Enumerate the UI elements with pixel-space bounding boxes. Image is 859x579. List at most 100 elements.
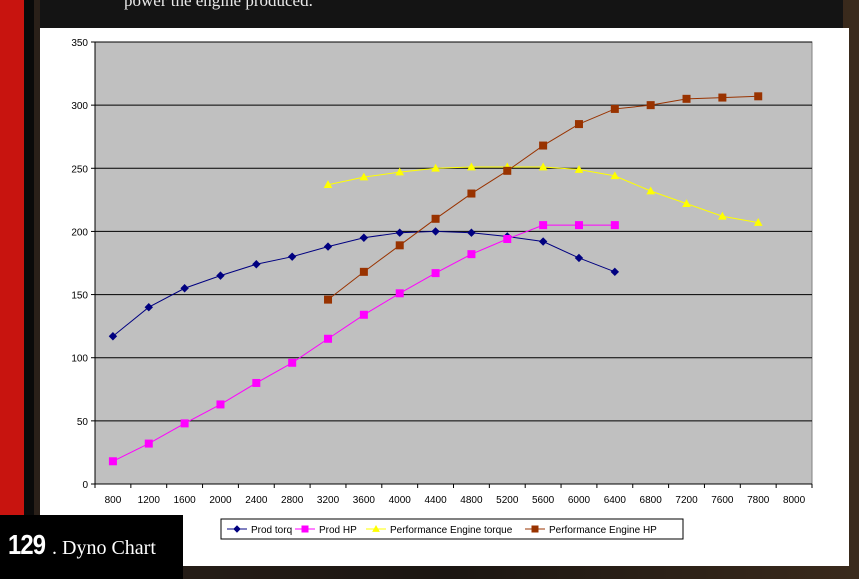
data-point-performance-engine-hp — [539, 141, 548, 150]
data-point-prod-hp — [574, 221, 583, 230]
x-tick-label: 5200 — [496, 495, 519, 506]
data-point-performance-engine-torque — [718, 211, 727, 220]
data-point-performance-engine-torque — [753, 218, 763, 226]
data-point-performance-engine-hp — [503, 166, 512, 175]
x-tick-label: 2800 — [281, 495, 304, 506]
x-tick-label: 2400 — [245, 495, 268, 506]
x-tick-label: 4000 — [389, 495, 412, 506]
x-tick-label: 6800 — [640, 495, 663, 506]
y-tick-label: 100 — [71, 354, 88, 365]
data-point-performance-engine-torque — [538, 162, 548, 171]
data-point-prod-torq — [395, 228, 404, 237]
header-text: power the engine produced. — [124, 0, 313, 10]
y-tick-label: 250 — [71, 164, 88, 175]
figure-caption: 129 . Dyno Chart — [0, 515, 183, 579]
data-point-prod-torq — [538, 237, 548, 246]
data-point-performance-engine-hp — [324, 295, 333, 304]
data-point-prod-torq — [610, 267, 620, 277]
data-point-prod-hp — [288, 358, 297, 367]
legend-marker-performance-engine-hp — [531, 525, 539, 533]
data-point-performance-engine-hp — [646, 101, 655, 110]
data-point-prod-torq — [216, 271, 225, 280]
header-band: power the engine produced. — [40, 0, 843, 28]
data-point-performance-engine-torque — [467, 162, 476, 171]
data-point-performance-engine-torque — [359, 172, 369, 181]
left-red-border — [0, 0, 24, 579]
data-point-performance-engine-torque — [682, 199, 691, 207]
data-point-performance-engine-hp — [610, 104, 619, 113]
data-point-prod-torq — [431, 227, 440, 236]
data-point-prod-hp — [503, 235, 512, 244]
legend-label-performance-engine-hp: Performance Engine HP — [549, 525, 657, 536]
dyno-chart: 0 50 100 150 200 250 300 350 800 1200 1600 2000 2400… — [71, 38, 813, 540]
data-point-prod-hp — [467, 250, 476, 259]
data-point-prod-hp — [359, 310, 368, 319]
x-tick-label: 2000 — [209, 495, 232, 506]
data-point-performance-engine-hp — [467, 189, 476, 198]
data-point-prod-hp — [610, 221, 619, 230]
data-point-performance-engine-torque — [574, 165, 584, 173]
data-point-prod-hp — [216, 400, 225, 409]
data-point-performance-engine-torque — [646, 186, 656, 195]
data-point-prod-hp — [324, 334, 333, 343]
data-point-prod-hp — [144, 439, 153, 448]
data-point-prod-torq — [252, 260, 261, 269]
left-black-border — [24, 0, 34, 579]
data-point-prod-hp — [395, 289, 404, 298]
y-tick-label: 0 — [82, 480, 88, 491]
y-tick-label: 350 — [71, 38, 88, 49]
data-point-performance-engine-torque — [610, 171, 620, 180]
x-tick-label: 5600 — [532, 495, 555, 506]
y-tick-label: 150 — [71, 291, 88, 302]
y-tick-label: 300 — [71, 101, 88, 112]
plot-area — [94, 41, 813, 485]
legend-marker-prod-hp — [301, 525, 309, 533]
data-point-prod-hp — [539, 221, 548, 230]
data-point-performance-engine-torque — [431, 163, 440, 172]
data-point-performance-engine-torque — [395, 167, 405, 176]
legend-marker-performance-engine-torque — [372, 524, 380, 532]
x-tick-label: 800 — [105, 495, 122, 506]
y-tick-label: 200 — [71, 227, 88, 238]
data-point-prod-hp — [252, 378, 261, 387]
data-point-prod-torq — [144, 302, 153, 312]
x-tick-label: 3200 — [317, 495, 340, 506]
x-tick-label: 6000 — [568, 495, 591, 506]
data-point-performance-engine-torque — [323, 180, 333, 189]
data-point-performance-engine-hp — [754, 92, 763, 101]
data-point-prod-torq — [359, 233, 369, 242]
data-point-performance-engine-hp — [431, 214, 440, 223]
legend-label-performance-engine-torque: Performance Engine torque — [390, 525, 513, 536]
data-point-performance-engine-hp — [682, 94, 691, 103]
legend-label-prod-hp: Prod HP — [319, 525, 357, 536]
data-point-prod-torq — [180, 284, 189, 293]
chart-panel: 0 50 100 150 200 250 300 350 800 1200 1600 2000 2400… — [40, 28, 849, 566]
x-tick-label: 1200 — [138, 495, 161, 506]
x-tick-label: 6400 — [604, 495, 627, 506]
x-tick-label: 4800 — [460, 495, 483, 506]
figure-title: . Dyno Chart — [52, 537, 156, 559]
data-point-prod-torq — [323, 242, 333, 251]
y-tick-label: 50 — [77, 417, 89, 428]
legend-marker-prod-torq — [233, 525, 241, 533]
data-point-prod-torq — [467, 228, 476, 237]
x-tick-label: 7200 — [675, 495, 698, 506]
data-point-performance-engine-hp — [718, 93, 727, 102]
x-tick-label: 7600 — [711, 495, 734, 506]
x-tick-label: 1600 — [174, 495, 197, 506]
data-point-prod-hp — [108, 457, 117, 466]
data-point-prod-torq — [574, 253, 584, 263]
data-point-performance-engine-hp — [574, 120, 583, 129]
legend-box — [220, 518, 684, 540]
data-point-prod-hp — [431, 269, 440, 278]
data-point-performance-engine-hp — [395, 241, 404, 250]
data-point-prod-torq — [108, 332, 118, 341]
x-tick-label: 4400 — [424, 495, 447, 506]
x-tick-label: 8000 — [783, 495, 806, 506]
x-tick-label: 7800 — [747, 495, 770, 506]
x-tick-label: 3600 — [353, 495, 376, 506]
legend-label-prod-torq: Prod torq — [251, 525, 292, 536]
data-point-prod-hp — [180, 419, 189, 428]
figure-number: 129 — [8, 529, 46, 560]
data-point-performance-engine-hp — [359, 267, 368, 276]
